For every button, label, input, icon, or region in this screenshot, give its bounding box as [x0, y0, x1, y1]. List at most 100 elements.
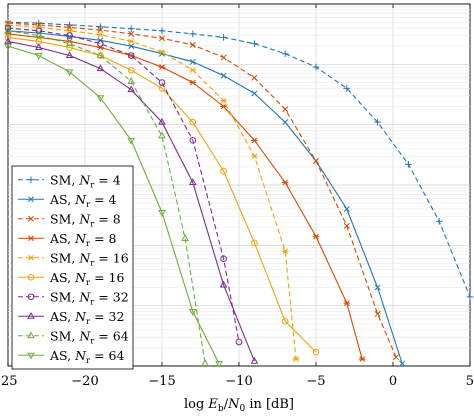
- series-as-nr-32: [4, 37, 259, 364]
- x-tick-label: 5: [466, 374, 474, 389]
- circle-marker: [235, 338, 243, 346]
- x-marker: [97, 37, 104, 44]
- legend-item: AS, Nr = 64: [18, 348, 124, 366]
- x-axis-label: log Eb/N0 in [dB]: [184, 397, 294, 414]
- x-marker: [97, 27, 104, 34]
- legend: SM, Nr = 4 AS, Nr = 4SM, Nr = 8 AS, Nr = 8…: [11, 165, 134, 370]
- triangle-marker: [250, 356, 259, 364]
- star-marker: [251, 137, 258, 144]
- x-marker: [220, 72, 227, 79]
- triangle-marker: [127, 77, 136, 84]
- series-line: [7, 24, 297, 360]
- series-as-nr-16: [4, 34, 320, 356]
- x-tick-label: −5: [306, 374, 325, 389]
- legend-label: SM, Nr = 8: [50, 211, 121, 229]
- x-marker: [343, 206, 350, 213]
- plus-marker: [374, 118, 381, 126]
- star-marker: [292, 356, 300, 362]
- x-marker: [399, 360, 406, 367]
- triangledown-marker: [34, 53, 43, 60]
- legend-label: SM, Nr = 4: [50, 172, 121, 190]
- x-marker: [35, 21, 42, 28]
- legend-item: SM, Nr = 16: [18, 250, 129, 268]
- plus-marker: [97, 23, 104, 31]
- triangle-marker: [127, 85, 136, 93]
- triangle-marker: [219, 280, 228, 288]
- x-marker: [393, 354, 400, 361]
- circle-marker: [97, 40, 104, 47]
- triangle-marker: [181, 234, 189, 241]
- x-marker: [189, 58, 196, 65]
- x-marker: [128, 30, 135, 37]
- triangle-marker: [96, 64, 105, 72]
- circle-marker: [66, 44, 73, 51]
- x-tick-label: 25: [1, 374, 18, 389]
- circle-marker: [4, 34, 12, 41]
- circle-marker: [158, 79, 166, 86]
- star-marker: [281, 248, 289, 255]
- circle-marker: [66, 32, 73, 39]
- star-marker: [343, 300, 351, 306]
- star-marker: [27, 254, 35, 261]
- triangledown-marker: [65, 69, 74, 77]
- x-marker: [374, 284, 381, 291]
- triangle-marker: [4, 37, 12, 44]
- series-sm-nr-8: [5, 20, 400, 361]
- legend-label: AS, Nr = 4: [49, 192, 117, 210]
- x-tick-label: −20: [71, 374, 98, 389]
- triangle-marker: [188, 178, 197, 185]
- triangle-marker: [65, 51, 74, 58]
- plus-marker: [281, 50, 289, 58]
- circle-marker: [27, 293, 35, 301]
- x-marker: [282, 119, 289, 126]
- triangledown-marker: [215, 361, 223, 368]
- triangledown-marker: [127, 137, 136, 145]
- triangle-marker: [65, 39, 74, 47]
- legend-label: AS, Nr = 32: [49, 309, 124, 327]
- circle-marker: [281, 318, 289, 325]
- x-marker: [220, 54, 227, 61]
- series-as-nr-64: [4, 43, 223, 368]
- x-marker: [251, 74, 258, 81]
- plus-marker: [312, 63, 320, 71]
- x-tick-label: −15: [148, 374, 175, 389]
- plus-marker: [435, 218, 443, 225]
- circle-marker: [251, 239, 258, 247]
- series-line: [7, 27, 240, 343]
- legend-label: SM, Nr = 64: [50, 328, 129, 346]
- triangledown-marker: [27, 352, 35, 360]
- triangle-marker: [158, 117, 166, 125]
- star-marker: [158, 49, 166, 55]
- x-marker: [28, 196, 34, 203]
- circle-marker: [127, 52, 135, 59]
- x-tick-label: 0: [389, 374, 397, 389]
- legend-item: SM, Nr = 64: [18, 328, 129, 346]
- triangle-marker: [27, 331, 35, 339]
- x-marker: [159, 35, 165, 42]
- star-marker: [127, 38, 135, 45]
- legend-item: AS, Nr = 4: [18, 192, 117, 210]
- plus-marker: [251, 40, 258, 47]
- legend-label: AS, Nr = 16: [49, 270, 124, 288]
- legend-item: AS, Nr = 32: [18, 309, 124, 327]
- plus-marker: [220, 34, 227, 41]
- star-marker: [35, 24, 43, 31]
- circle-marker: [220, 167, 227, 175]
- circle-marker: [220, 255, 227, 263]
- star-marker: [220, 97, 227, 104]
- plus-marker: [158, 27, 166, 35]
- star-marker: [220, 103, 227, 110]
- x-marker: [343, 222, 350, 229]
- triangle-marker: [34, 31, 43, 39]
- legend-item: SM, Nr = 32: [18, 289, 129, 307]
- star-marker: [189, 79, 197, 86]
- plus-marker: [127, 25, 135, 32]
- legend-label: SM, Nr = 16: [50, 250, 129, 268]
- plus-marker: [466, 293, 474, 301]
- legend-item: SM, Nr = 8: [18, 211, 121, 229]
- star-marker: [312, 233, 320, 240]
- star-marker: [189, 67, 197, 74]
- series-sm-nr-64: [4, 26, 209, 366]
- legend-label: AS, Nr = 8: [49, 231, 117, 249]
